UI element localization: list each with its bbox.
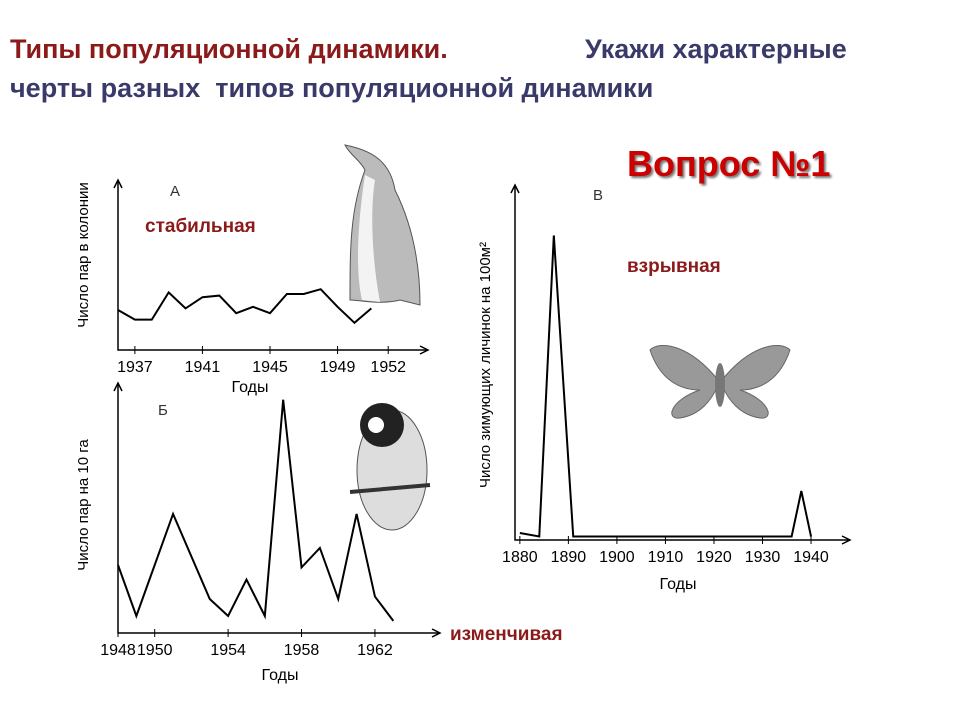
annotation: изменчивая bbox=[450, 624, 563, 645]
axis-arrow bbox=[113, 178, 430, 355]
x-tick-label: 1940 bbox=[793, 549, 829, 566]
x-tick-label: 1945 bbox=[252, 359, 288, 376]
axis-arrow bbox=[113, 381, 442, 638]
x-axis-label: Годы bbox=[232, 379, 269, 396]
bird-picture bbox=[349, 403, 431, 531]
slide-task: Укажи характерные bbox=[585, 34, 847, 64]
x-tick-label: 1920 bbox=[696, 549, 732, 566]
panel-letter: В bbox=[593, 187, 603, 204]
x-tick-label: 1937 bbox=[117, 359, 153, 376]
x-tick-label: 1941 bbox=[185, 359, 221, 376]
x-tick-label: 1949 bbox=[320, 359, 356, 376]
data-line bbox=[117, 399, 395, 622]
panel-letter: А bbox=[170, 183, 180, 200]
x-tick-label: 1952 bbox=[370, 359, 406, 376]
penguin-picture bbox=[344, 144, 421, 306]
x-axis-label: Годы bbox=[660, 576, 697, 593]
x-tick-label: 1930 bbox=[745, 549, 781, 566]
x-tick-label: 1900 bbox=[599, 549, 635, 566]
x-tick-label: 1880 bbox=[502, 549, 538, 566]
y-axis-label: Число пар в колонии bbox=[75, 182, 92, 327]
x-tick-label: 1962 bbox=[357, 642, 393, 659]
x-tick-label: 1910 bbox=[648, 549, 684, 566]
x-tick-label: 1954 bbox=[210, 642, 246, 659]
y-axis-label: Число пар на 10 га bbox=[75, 439, 92, 571]
slide-title: Типы популяционной динамики. bbox=[10, 34, 448, 64]
x-tick-label: 1890 bbox=[551, 549, 587, 566]
axis bbox=[117, 180, 428, 351]
x-tick-label: 1950 bbox=[137, 642, 173, 659]
data-line bbox=[519, 235, 813, 538]
data-line bbox=[117, 288, 372, 325]
panel-letter: Б bbox=[158, 402, 168, 419]
moth-picture bbox=[649, 344, 791, 419]
x-tick-label: 1958 bbox=[284, 642, 320, 659]
x-tick-label: 1948 bbox=[100, 642, 136, 659]
annotation: взрывная bbox=[627, 256, 721, 277]
axis-arrow bbox=[510, 183, 852, 545]
slide-task: черты разных типов популяционной динамик… bbox=[10, 73, 654, 103]
axis bbox=[514, 185, 850, 541]
question: Вопрос №1 bbox=[627, 143, 831, 184]
annotation: стабильная bbox=[145, 216, 256, 237]
x-axis-label: Годы bbox=[262, 667, 299, 684]
y-axis-label: Число зимующих личинок на 100м² bbox=[477, 242, 494, 488]
